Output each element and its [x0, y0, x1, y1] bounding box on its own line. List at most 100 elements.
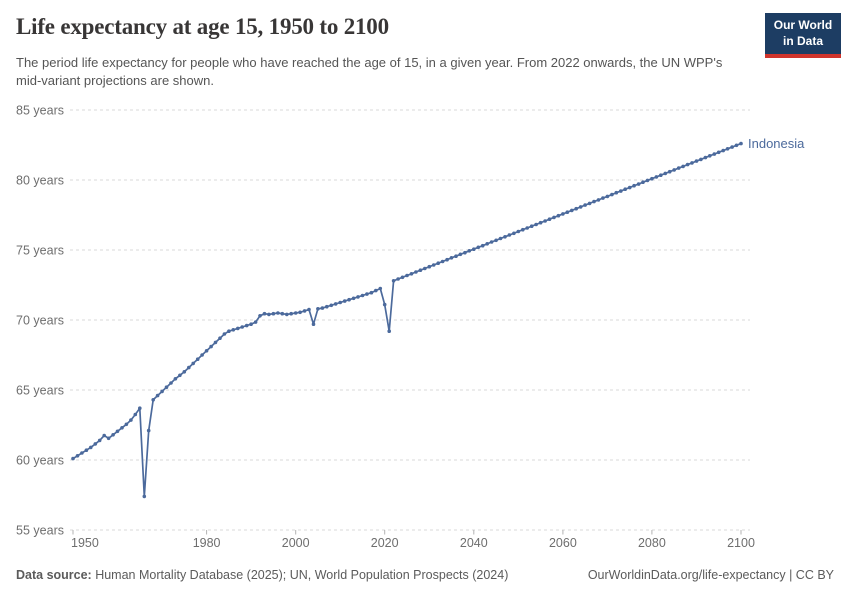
data-point-marker [529, 224, 534, 228]
data-point-marker [716, 150, 721, 155]
data-point-marker [307, 307, 311, 312]
data-point-marker [97, 438, 102, 443]
data-point-marker [204, 349, 209, 353]
data-point-marker [320, 306, 325, 310]
data-point-marker [578, 205, 583, 209]
data-point-marker [365, 292, 369, 296]
data-point-marker [423, 266, 427, 271]
data-point-marker [659, 173, 663, 177]
data-point-marker [712, 152, 717, 156]
data-point-marker [160, 389, 164, 394]
data-point-marker [227, 329, 231, 334]
data-point-marker [102, 433, 106, 438]
data-point-marker [115, 429, 120, 434]
data-point-marker [685, 162, 690, 167]
data-point-marker [289, 311, 294, 316]
footer-citation-link[interactable]: OurWorldinData.org/life-expectancy | CC … [587, 568, 834, 582]
data-point-marker [449, 255, 454, 260]
data-point-marker [725, 147, 730, 151]
data-point-marker [730, 145, 734, 149]
data-point-marker [534, 222, 538, 227]
data-point-marker [209, 344, 213, 349]
data-point-marker [133, 412, 138, 417]
data-point-marker [258, 314, 262, 318]
y-axis-tick-label: 65 years [16, 384, 64, 398]
data-point-marker [280, 311, 285, 316]
data-point-marker [547, 217, 552, 221]
data-point-marker [360, 293, 365, 298]
data-point-marker [703, 155, 708, 160]
y-axis-tick-label: 55 years [16, 524, 64, 538]
data-point-marker [333, 302, 338, 306]
data-point-marker [654, 175, 659, 179]
data-point-marker [574, 206, 578, 211]
data-point-marker [645, 178, 650, 183]
data-point-marker [516, 229, 521, 234]
x-axis-tick-label: 2040 [460, 536, 488, 550]
data-point-marker [454, 254, 458, 258]
data-point-marker [721, 148, 725, 153]
data-point-marker [489, 240, 494, 244]
data-point-marker [708, 154, 712, 158]
data-point-marker [84, 448, 89, 453]
data-point-marker [298, 310, 302, 315]
data-point-marker [382, 302, 387, 307]
data-point-marker [436, 261, 441, 266]
data-point-marker [106, 436, 111, 441]
data-point-marker [610, 192, 614, 197]
data-point-marker [431, 263, 436, 267]
data-point-marker [627, 185, 632, 190]
data-point-marker [182, 370, 187, 374]
series-layer: Indonesia [71, 136, 805, 499]
data-point-marker [200, 353, 204, 357]
data-point-marker [614, 190, 619, 195]
x-axis-tick-label: 1950 [71, 536, 99, 550]
entity-label-indonesia[interactable]: Indonesia [748, 136, 805, 151]
data-point-marker [111, 433, 115, 437]
data-point-marker [672, 168, 676, 172]
data-point-marker [267, 312, 271, 317]
y-axis-tick-label: 60 years [16, 454, 64, 468]
owid-logo[interactable]: Our World in Data [765, 13, 841, 58]
data-point-marker [351, 296, 356, 301]
data-point-marker [93, 442, 98, 446]
data-point-marker [681, 164, 685, 169]
gridlines [70, 109, 750, 531]
data-point-marker [445, 257, 449, 262]
data-point-marker [369, 290, 374, 295]
data-point-marker [142, 494, 147, 499]
data-point-marker [636, 182, 641, 186]
x-axis-tick-label: 2020 [371, 536, 399, 550]
data-point-marker [240, 325, 244, 329]
data-point-marker [302, 309, 307, 313]
data-point-marker [427, 264, 432, 269]
data-point-marker [472, 247, 476, 251]
data-point-marker [387, 329, 392, 334]
data-point-marker [739, 141, 743, 146]
data-point-marker [347, 297, 351, 302]
data-point-marker [120, 426, 124, 430]
data-point-marker [271, 311, 276, 316]
data-point-marker [164, 385, 169, 390]
data-point-marker [151, 398, 155, 402]
data-point-marker [374, 288, 378, 293]
data-point-marker [467, 249, 472, 253]
y-axis-tick-label: 70 years [16, 314, 64, 328]
data-point-marker [663, 171, 668, 176]
data-point-marker [129, 418, 133, 422]
data-point-marker [138, 406, 142, 411]
data-point-marker [222, 332, 227, 336]
data-point-marker [191, 361, 195, 366]
data-point-marker [338, 300, 343, 305]
data-point-marker [231, 328, 236, 332]
data-point-marker [236, 326, 240, 331]
data-point-marker [253, 320, 258, 324]
data-point-marker [507, 233, 512, 237]
data-point-marker [458, 252, 463, 257]
data-point-marker [414, 270, 418, 274]
data-point-marker [329, 303, 334, 308]
data-point-marker [75, 454, 80, 458]
data-point-marker [89, 445, 93, 450]
